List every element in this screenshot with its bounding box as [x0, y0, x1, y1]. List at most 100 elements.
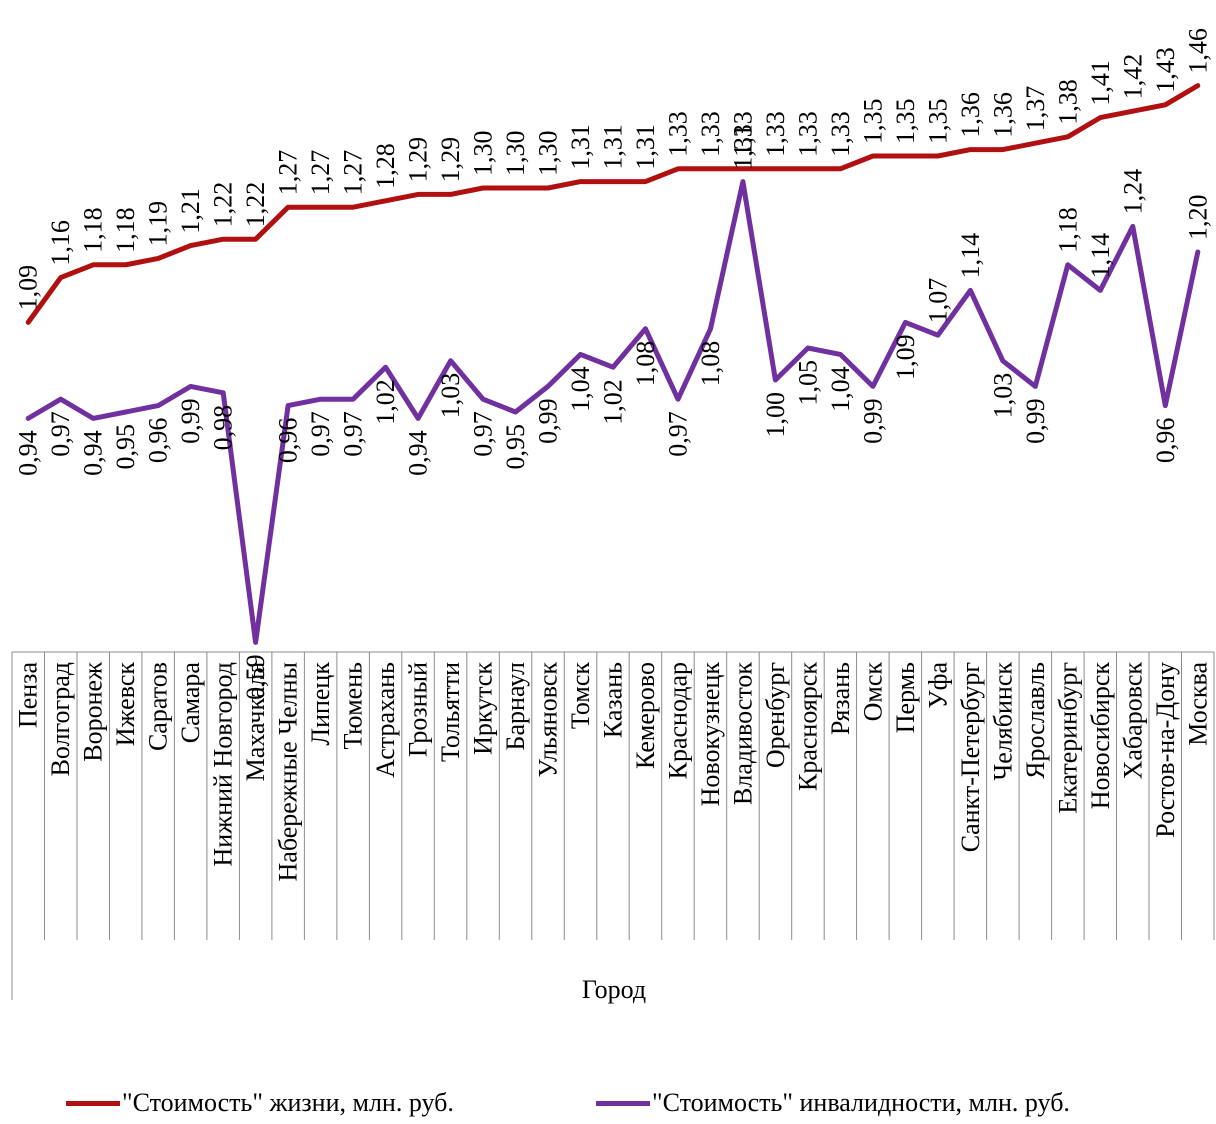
data-label-s1-20: 0,97 [664, 411, 693, 457]
data-label-s1-26: 0,99 [858, 398, 887, 444]
category-label-14: Иркутск [469, 662, 498, 755]
data-label-s1-0: 0,94 [14, 430, 43, 476]
category-label-4: Саратов [144, 662, 173, 751]
data-label-s0-5: 1,21 [176, 188, 205, 234]
category-label-1: Волгоград [46, 662, 75, 776]
data-label-s1-15: 0,95 [501, 424, 530, 470]
data-label-s1-24: 1,05 [793, 360, 822, 406]
category-label-2: Воронеж [79, 661, 108, 762]
category-label-33: Новосибирск [1086, 662, 1115, 810]
data-label-s0-4: 1,19 [144, 201, 173, 247]
data-label-s0-17: 1,31 [566, 124, 595, 170]
legend-swatch-life [66, 1100, 120, 1106]
data-label-s0-30: 1,36 [988, 92, 1017, 138]
category-label-24: Красноярск [793, 662, 822, 791]
category-label-28: Уфа [923, 662, 952, 709]
data-label-s1-2: 0,94 [79, 430, 108, 476]
category-label-9: Липецк [306, 662, 335, 746]
category-label-5: Самара [176, 662, 205, 744]
data-label-s0-33: 1,41 [1086, 60, 1115, 106]
data-label-s0-7: 1,22 [241, 182, 270, 228]
data-label-s0-27: 1,35 [891, 99, 920, 145]
data-label-s0-9: 1,27 [306, 150, 335, 196]
category-label-12: Грозный [404, 662, 433, 757]
legend: "Стоимость" жизни, млн. руб. "Стоимость"… [0, 1088, 1216, 1124]
category-label-34: Хабаровск [1118, 662, 1147, 780]
data-label-s0-23: 1,33 [761, 111, 790, 157]
data-label-s1-16: 0,99 [534, 398, 563, 444]
category-axis-table: Пенза Волгоград Воронеж Ижевск Саратов Самара… [11, 651, 1215, 1000]
data-label-s0-29: 1,36 [956, 92, 985, 138]
data-label-s1-1: 0,97 [46, 411, 75, 457]
data-label-s1-25: 1,04 [826, 366, 855, 412]
data-label-s1-7: 0,59 [241, 654, 270, 700]
category-label-0: Пенза [14, 662, 43, 729]
data-label-s0-2: 1,18 [79, 207, 108, 253]
data-label-s1-8: 0,96 [274, 418, 303, 464]
legend-item-life: "Стоимость" жизни, млн. руб. [66, 1088, 454, 1118]
data-label-s1-6: 0,98 [209, 405, 238, 451]
data-label-s1-36: 1,20 [1183, 195, 1212, 241]
category-label-25: Рязань [826, 662, 855, 735]
data-label-s0-6: 1,22 [209, 182, 238, 228]
data-label-s0-36: 1,46 [1183, 28, 1212, 74]
data-label-s1-34: 1,24 [1118, 169, 1147, 215]
data-label-s1-9: 0,97 [306, 411, 335, 457]
data-label-s0-13: 1,29 [436, 137, 465, 183]
data-label-s1-23: 1,00 [761, 392, 790, 438]
category-label-7: Махачкала [241, 662, 270, 782]
data-label-s1-33: 1,14 [1086, 233, 1115, 279]
data-label-s1-13: 1,03 [436, 373, 465, 419]
legend-label-disability: "Стоимость" инвалидности, млн. руб. [652, 1088, 1070, 1117]
data-label-s0-21: 1,33 [696, 111, 725, 157]
data-label-s0-26: 1,35 [858, 99, 887, 145]
data-label-s1-35: 0,96 [1151, 418, 1180, 464]
data-label-s0-19: 1,31 [631, 124, 660, 170]
data-label-s1-3: 0,95 [111, 424, 140, 470]
data-label-s0-35: 1,43 [1151, 47, 1180, 93]
category-label-29: Санкт-Петербург [956, 662, 985, 852]
data-label-s1-4: 0,96 [144, 418, 173, 464]
category-label-13: Тольятти [436, 662, 465, 762]
legend-item-disability: "Стоимость" инвалидности, млн. руб. [596, 1088, 1070, 1118]
data-label-s1-28: 1,07 [923, 278, 952, 324]
data-label-s1-12: 0,94 [404, 430, 433, 476]
category-label-22: Владивосток [728, 662, 757, 805]
data-label-s0-32: 1,38 [1053, 79, 1082, 125]
data-label-s1-32: 1,18 [1053, 207, 1082, 253]
category-label-32: Екатеринбург [1053, 662, 1082, 814]
legend-swatch-disability [596, 1100, 650, 1106]
data-label-s1-18: 1,02 [599, 379, 628, 425]
data-label-s0-0: 1,09 [14, 265, 43, 311]
category-label-16: Ульяновск [534, 662, 563, 778]
data-label-s0-22: 1,33 [728, 111, 757, 157]
data-label-s0-25: 1,33 [826, 111, 855, 157]
category-label-23: Оренбург [761, 662, 790, 768]
category-label-11: Астрахань [371, 662, 400, 778]
category-label-21: Новокузнецк [696, 662, 725, 807]
data-label-s0-31: 1,37 [1021, 86, 1050, 132]
category-label-19: Кемерово [631, 662, 660, 769]
data-label-s1-17: 1,04 [566, 366, 595, 412]
data-label-s0-3: 1,18 [111, 207, 140, 253]
data-label-s0-34: 1,42 [1118, 54, 1147, 100]
category-label-31: Ярославль [1021, 662, 1050, 779]
data-label-s1-27: 1,09 [891, 334, 920, 380]
data-label-s1-21: 1,08 [696, 341, 725, 387]
data-label-s1-29: 1,14 [956, 233, 985, 279]
category-label-36: Москва [1183, 662, 1212, 746]
data-label-s0-1: 1,16 [46, 220, 75, 266]
category-label-10: Тюмень [339, 662, 368, 750]
category-label-3: Ижевск [111, 662, 140, 747]
data-label-s1-19: 1,08 [631, 341, 660, 387]
data-label-s0-14: 1,30 [469, 131, 498, 176]
category-label-35: Ростов-на-Дону [1151, 662, 1180, 838]
category-label-15: Барнаул [501, 662, 530, 750]
data-label-s0-28: 1,35 [923, 99, 952, 145]
category-label-27: Пермь [891, 662, 920, 733]
data-label-s0-16: 1,30 [534, 131, 563, 177]
category-label-6: Нижний Новгород [209, 662, 238, 866]
data-label-s0-20: 1,33 [664, 111, 693, 157]
data-label-s1-11: 1,02 [371, 379, 400, 425]
